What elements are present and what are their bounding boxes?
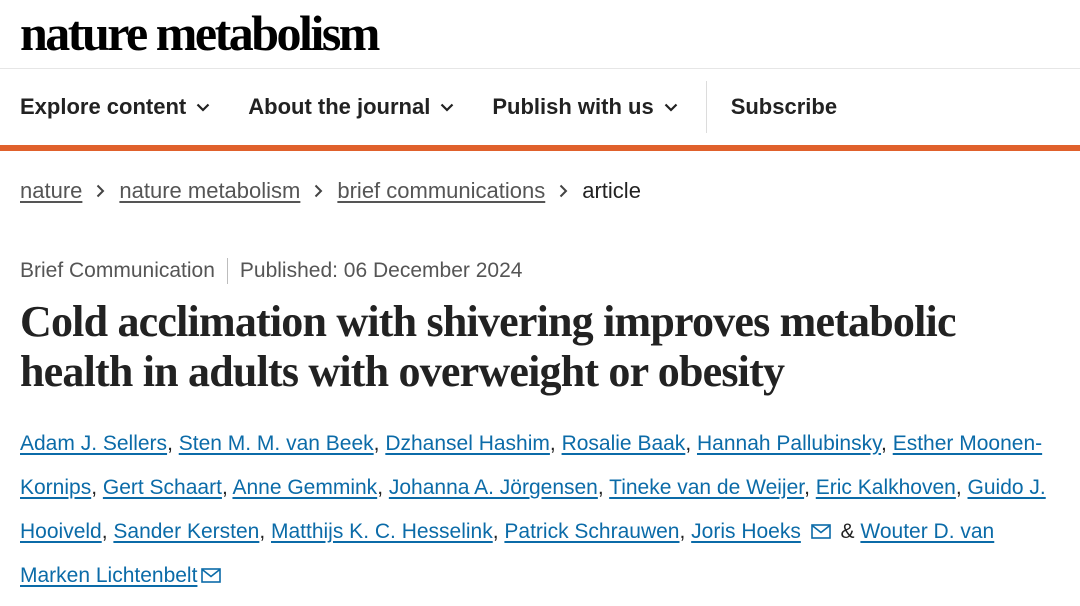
nav-explore-content[interactable]: Explore content [20,94,210,120]
published-date: Published: 06 December 2024 [239,259,523,282]
author-link[interactable]: Rosalie Baak [561,432,686,455]
author-link[interactable]: Joris Hoeks [691,520,801,543]
subscribe-label: Subscribe [730,94,838,119]
article-title: Cold acclimation with shivering improves… [20,297,957,396]
author-link[interactable]: Anne Gemmink [232,476,378,499]
author-link[interactable]: Gert Schaart [102,476,222,499]
accent-bar [0,145,1080,151]
chevron-right-icon [559,184,568,198]
breadcrumb: nature nature metabolism brief communica… [20,178,641,204]
breadcrumb-item-nature-metabolism[interactable]: nature metabolism [119,178,301,203]
nav-item-label: Publish with us [492,94,654,119]
author-link[interactable]: Esther Moonen-Kornips [20,432,1043,499]
site-header: nature metabolism Explore content About … [0,0,1080,151]
author-link[interactable]: Patrick Schrauwen [504,520,680,543]
author-link[interactable]: Dzhansel Hashim [385,432,550,455]
chevron-down-icon [664,103,678,112]
author-link[interactable]: Adam J. Sellers [20,432,168,455]
journal-logo[interactable]: nature metabolism [20,5,380,61]
chevron-right-icon [96,184,105,198]
author-link[interactable]: Guido J. Hooiveld [20,476,1046,543]
author-link[interactable]: Matthijs K. C. Hesselink [271,520,493,543]
nav-item-label: About the journal [248,94,431,119]
breadcrumb-current: article [582,178,641,203]
main-nav: Explore content About the journal Publis… [0,69,1080,145]
author-link[interactable]: Tineke van de Weijer [609,476,805,499]
nav-divider [705,81,707,133]
chevron-right-icon [314,184,323,198]
author-link[interactable]: Wouter D. van Marken Lichtenbelt [20,520,995,587]
logo-bar: nature metabolism [0,0,1080,69]
nav-item-label: Explore content [20,94,187,119]
chevron-down-icon [196,103,210,112]
mail-icon[interactable] [201,568,222,583]
breadcrumb-item-brief-communications[interactable]: brief communications [337,178,546,203]
author-link[interactable]: Eric Kalkhoven [815,476,956,499]
subscribe-link[interactable]: Subscribe [731,94,837,120]
article-type: Brief Communication [20,259,215,282]
mail-icon[interactable] [810,524,831,539]
author-link[interactable]: Hannah Pallubinsky [696,432,882,455]
nav-publish-with-us[interactable]: Publish with us [492,94,677,120]
author-and: & [840,520,855,543]
meta-divider [226,258,228,284]
chevron-down-icon [440,103,454,112]
author-link[interactable]: Johanna A. Jörgensen [388,476,598,499]
author-link[interactable]: Sander Kersten [113,520,260,543]
nav-about-journal[interactable]: About the journal [248,94,454,120]
breadcrumb-item-nature[interactable]: nature [20,178,83,203]
author-list: Adam J. Sellers, Sten M. M. van Beek, Dz… [20,432,1046,587]
article-meta: Brief Communication Published: 06 Decemb… [20,258,522,284]
author-link[interactable]: Sten M. M. van Beek [178,432,374,455]
